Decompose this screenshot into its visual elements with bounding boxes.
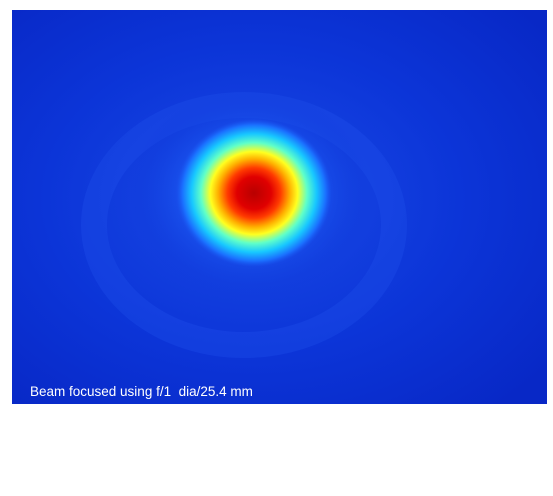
caption-line-2: High Resistivity Silicon Lens onto NEC I… [30, 441, 443, 456]
top-margin [0, 0, 553, 10]
caption: Beam focused using f/1 dia/25.4 mm High … [30, 344, 442, 496]
caption-line-1: Beam focused using f/1 dia/25.4 mm [30, 384, 253, 399]
beam-profile-image [12, 10, 547, 404]
beam-heatmap [12, 10, 547, 404]
image-frame: Beam focused using f/1 dia/25.4 mm High … [0, 0, 553, 404]
focused-spot [176, 119, 332, 267]
